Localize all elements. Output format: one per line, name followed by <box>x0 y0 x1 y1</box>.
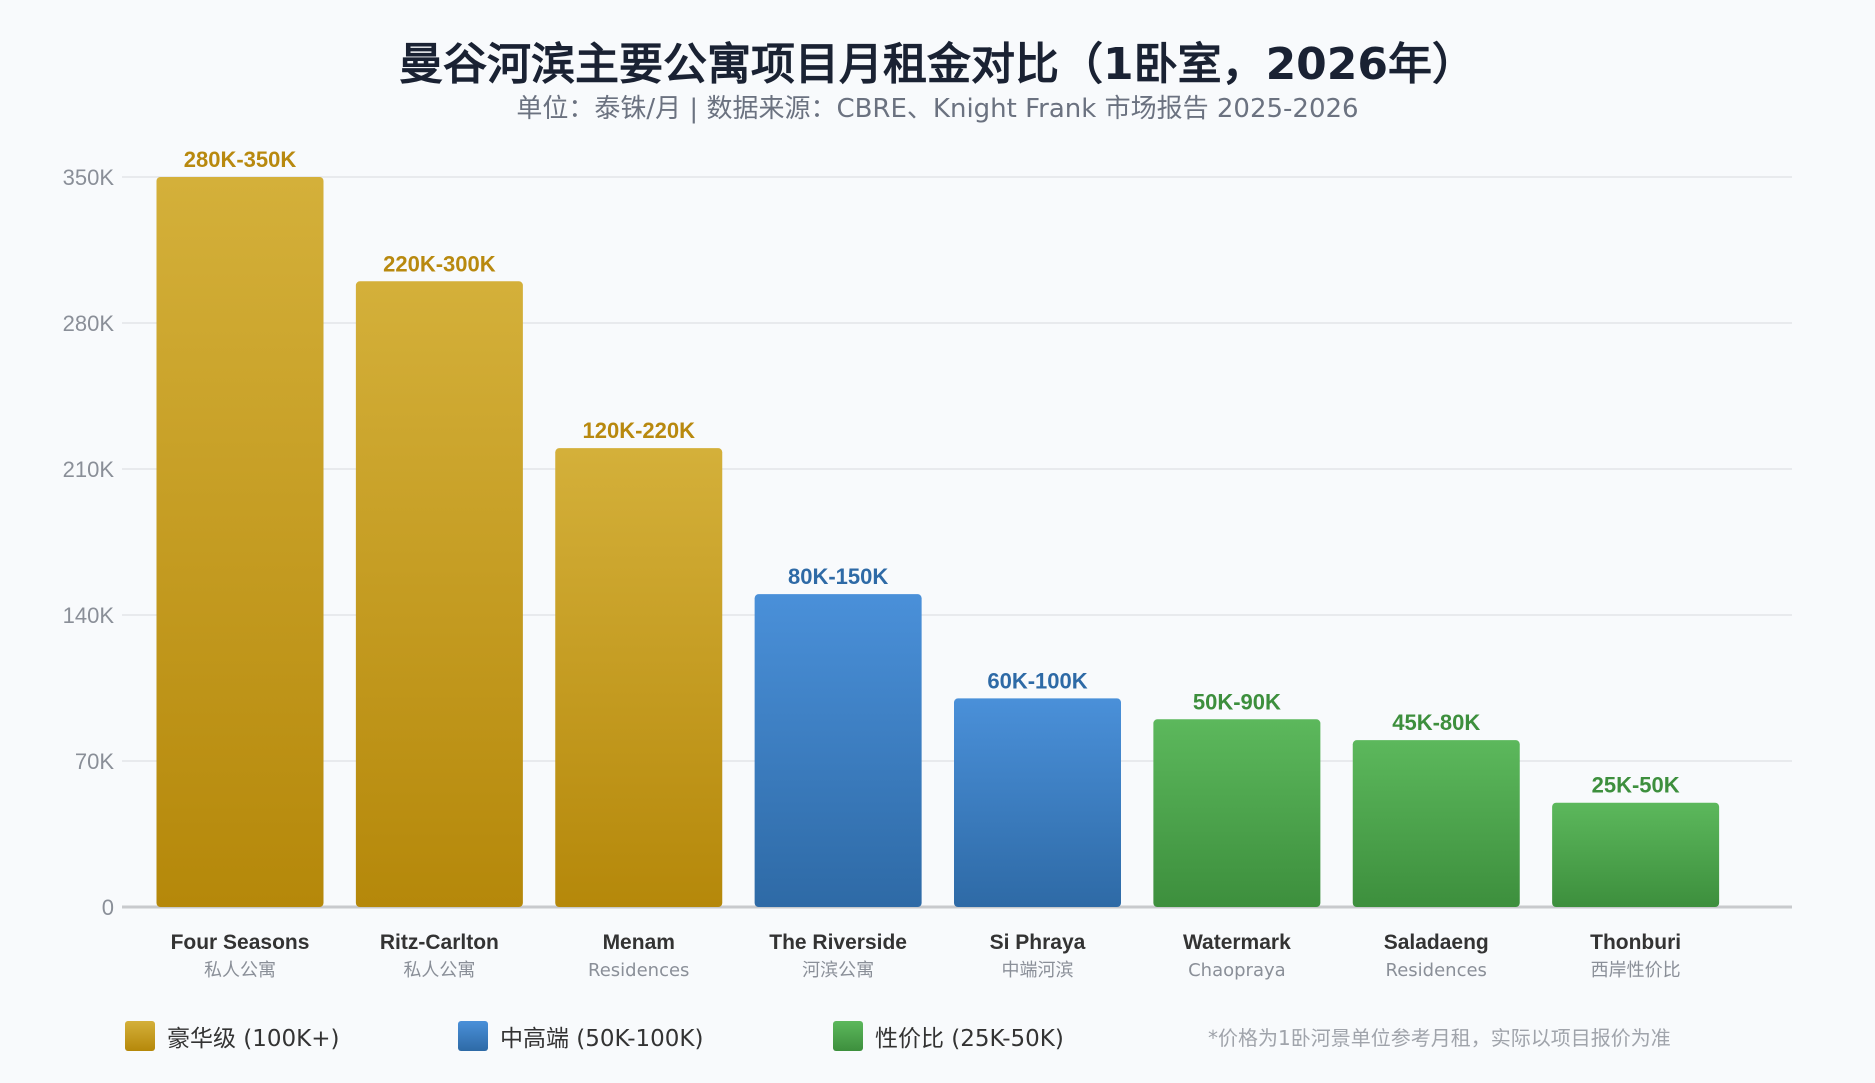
x-tick-label: Saladaeng <box>1384 931 1489 954</box>
y-tick-label: 140K <box>63 603 115 628</box>
x-tick-sublabel: Residences <box>588 960 689 981</box>
footnote: *价格为1卧河景单位参考月租，实际以项目报价为准 <box>1208 1026 1671 1050</box>
x-tick-sublabel: 私人公寓 <box>403 960 475 981</box>
bar-value-label: 80K-150K <box>788 564 888 589</box>
bar-four-seasons <box>156 177 324 907</box>
y-axis-ticks: 0 70K 140K 210K 280K 350K <box>63 165 115 920</box>
bar-chart: 0 70K 140K 210K 280K 350K 280K-350K 220K-300K 1… <box>63 147 1792 981</box>
chart-subtitle: 单位：泰铢/月 | 数据来源：CBRE、Knight Frank 市场报告 20… <box>516 94 1359 124</box>
x-tick-sublabel: 河滨公寓 <box>802 960 874 981</box>
x-tick-sublabel: Chaopraya <box>1188 960 1286 981</box>
legend-label-value: 性价比 (25K-50K) <box>875 1026 1064 1052</box>
bar-value-label: 50K-90K <box>1193 689 1281 714</box>
y-tick-label: 350K <box>63 165 115 190</box>
legend-label-luxury: 豪华级 (100K+) <box>167 1026 340 1052</box>
legend-swatch-mid <box>458 1021 488 1051</box>
legend-swatch-luxury <box>125 1021 155 1051</box>
y-tick-label: 70K <box>75 749 114 774</box>
y-tick-label: 0 <box>102 895 114 920</box>
legend-item-value: 性价比 (25K-50K) <box>833 1020 1064 1052</box>
bar-saladaeng <box>1352 740 1520 907</box>
bar-the-riverside <box>754 594 922 907</box>
bar-value-label: 60K-100K <box>987 668 1087 693</box>
x-tick-label: Four Seasons <box>171 931 310 954</box>
bar-value-label: 25K-50K <box>1592 773 1680 798</box>
y-tick-label: 210K <box>63 457 115 482</box>
bars <box>156 177 1720 907</box>
x-tick-label: Menam <box>603 931 675 954</box>
bar-value-label: 45K-80K <box>1392 710 1480 735</box>
x-tick-sublabel: 西岸性价比 <box>1591 960 1681 981</box>
bar-labels: 280K-350K 220K-300K 120K-220K 80K-150K 60K-1… <box>184 147 1680 798</box>
bar-watermark <box>1153 719 1321 907</box>
legend-item-mid: 中高端 (50K-100K) <box>458 1020 703 1052</box>
x-tick-sublabel: 私人公寓 <box>204 960 276 981</box>
bar-menam <box>555 448 723 907</box>
x-axis-ticks: Four Seasons 私人公寓 Ritz-Carlton 私人公寓 Menam Res… <box>171 931 1682 981</box>
bar-value-label: 120K-220K <box>582 418 695 443</box>
y-tick-label: 280K <box>63 311 115 336</box>
bar-si-phraya <box>954 698 1121 907</box>
x-tick-label: Watermark <box>1183 931 1291 954</box>
bar-value-label: 280K-350K <box>184 147 297 172</box>
x-tick-sublabel: Residences <box>1386 960 1487 981</box>
x-tick-label: The Riverside <box>769 931 907 954</box>
legend-item-luxury: 豪华级 (100K+) <box>125 1020 340 1052</box>
bar-value-label: 220K-300K <box>383 251 496 276</box>
x-tick-sublabel: 中端河滨 <box>1002 960 1074 981</box>
bar-thonburi <box>1552 802 1720 907</box>
legend-label-mid: 中高端 (50K-100K) <box>500 1026 704 1052</box>
bar-ritz-carlton <box>355 281 523 907</box>
x-tick-label: Thonburi <box>1590 931 1681 954</box>
chart-title: 曼谷河滨主要公寓项目月租金对比（1卧室，2026年） <box>398 39 1477 90</box>
x-tick-label: Si Phraya <box>990 931 1086 954</box>
legend-swatch-value <box>833 1021 863 1051</box>
x-tick-label: Ritz-Carlton <box>380 931 499 954</box>
